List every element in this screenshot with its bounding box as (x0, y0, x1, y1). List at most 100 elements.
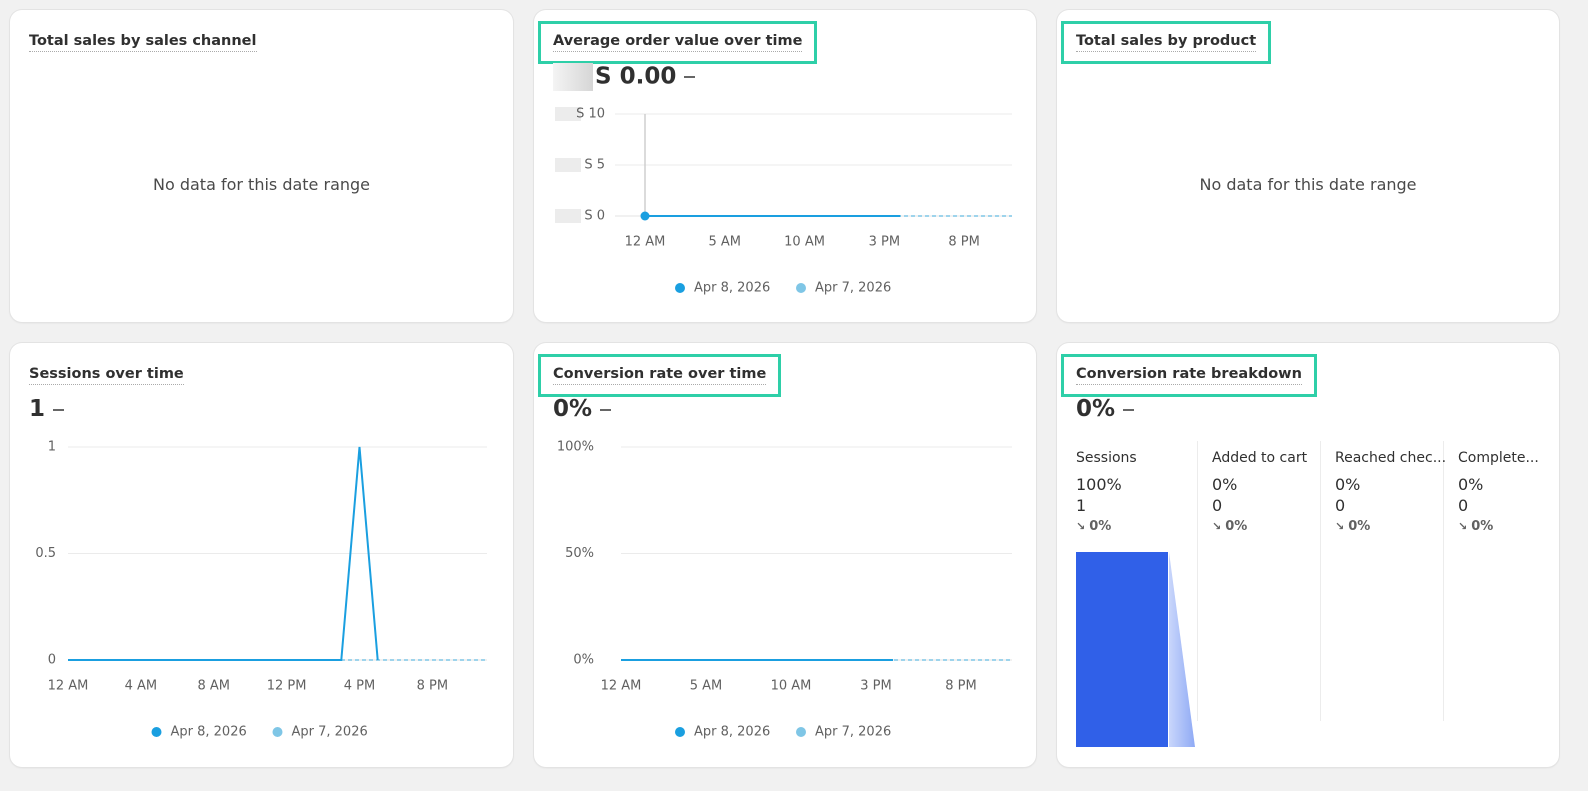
stage-percent: 100% (1076, 475, 1122, 494)
x-tick-label: 10 AM (771, 679, 812, 694)
stage-count: 0 (1458, 496, 1469, 515)
y-tick-label: 0.5 (35, 546, 56, 561)
stage-count: 0 (1212, 496, 1223, 515)
legend-dot (675, 283, 685, 293)
value-text: S 0.00 (595, 63, 677, 90)
x-tick-label: 12 AM (48, 679, 89, 694)
x-tick-label: 12 AM (625, 235, 666, 250)
funnel-connector (1169, 552, 1195, 747)
empty-message: No data for this date range (1199, 175, 1417, 194)
chart: S 0 S 5 S 10 12 AM 5 AM 10 AM 3 PM 8 PM Apr 8, 2… (555, 107, 1012, 296)
y-tick-label: 1 (48, 440, 56, 455)
card: Conversion rate over time 0% 0% 50% 100% 12 A… (534, 343, 1036, 767)
card: Sessions over time 1 0 0.5 1 12 AM 4 AM 8 AM 12 … (10, 343, 513, 767)
legend-dot (796, 727, 806, 737)
y-tick-label: 0 (48, 653, 56, 668)
blurred (553, 63, 593, 91)
chart: 0% 50% 100% 12 AM 5 AM 10 AM 3 PM 8 PM Apr 8, 20… (557, 440, 1012, 740)
line-series (68, 446, 379, 661)
headline-value: 0% (1076, 396, 1135, 422)
x-tick-label: 5 AM (709, 235, 742, 250)
y-tick-label: S 0 (584, 209, 605, 224)
legend-label: Apr 7, 2026 (815, 725, 891, 740)
dash (53, 408, 65, 411)
card: Total sales by sales channel No data for … (10, 10, 513, 322)
legend-dot (796, 283, 806, 293)
stage-change: ↘ 0% (1212, 519, 1247, 534)
y-tick-label: 50% (565, 546, 594, 561)
x-tick-label: 8 AM (197, 679, 230, 694)
stage-name: Sessions (1076, 450, 1137, 466)
legend-label: Apr 8, 2026 (171, 725, 247, 740)
x-tick-label: 8 PM (948, 235, 979, 250)
arrow: ↘ (1212, 520, 1222, 533)
card: Total sales by product No data for this d… (1057, 10, 1559, 322)
value-text: 1 (29, 396, 46, 422)
legend-dot (151, 727, 162, 737)
stage-name: Complete... (1458, 450, 1539, 466)
y-tick-label: 0% (573, 653, 594, 668)
arrow: ↘ (1458, 520, 1468, 533)
stage-count: 1 (1076, 496, 1087, 515)
x-tick-label: 4 PM (344, 679, 375, 694)
blurred (555, 209, 581, 223)
card-title: Conversion rate over time (537, 354, 782, 397)
arrow: ↘ (1335, 520, 1345, 533)
change-text: 0% (1089, 519, 1112, 534)
y-tick-label: S 5 (584, 158, 605, 173)
card-title: Total sales by product (1060, 21, 1272, 64)
separator (1197, 441, 1198, 721)
card: Conversion rate breakdown 0% Sessions 100% 1… (1057, 343, 1559, 767)
dash (1123, 408, 1135, 411)
legend-label: Apr 8, 2026 (694, 281, 770, 296)
blurred (555, 158, 581, 172)
stage-change: ↘ 0% (1458, 519, 1493, 534)
legend-label: Apr 7, 2026 (815, 281, 891, 296)
chart: 0 0.5 1 12 AM 4 AM 8 AM 12 PM 4 PM 8 PM Apr 8, 20… (35, 440, 487, 740)
card-title: Conversion rate breakdown (1061, 354, 1317, 397)
funnel (1076, 552, 1195, 747)
bar (1076, 552, 1168, 747)
change-text: 0% (1225, 519, 1248, 534)
separator (1320, 441, 1321, 721)
value-text: 0% (1076, 396, 1116, 422)
y-tick-label: S 10 (576, 107, 605, 122)
card-title: Sessions over time (29, 365, 184, 385)
stage-name: Added to cart (1212, 450, 1308, 466)
empty-message: No data for this date range (152, 175, 371, 194)
arrow: ↘ (1076, 520, 1086, 533)
x-tick-label: 3 PM (869, 235, 900, 250)
headline-value: 1 (29, 396, 65, 422)
legend-label: Apr 8, 2026 (694, 725, 770, 740)
value-text: 0% (553, 396, 593, 422)
headline-value: 0% (553, 396, 612, 422)
legend-label: Apr 7, 2026 (292, 725, 368, 740)
legend-dot (272, 727, 283, 737)
stage-percent: 0% (1335, 475, 1361, 494)
x-tick-label: 3 PM (860, 679, 891, 694)
stage-name: Reached chec... (1335, 450, 1447, 466)
x-tick-label: 12 PM (267, 679, 307, 694)
dash (684, 76, 696, 78)
card-title: Average order value over time (537, 21, 818, 64)
legend-dot (675, 727, 685, 737)
separator (1443, 441, 1444, 721)
headline-value: S 0.00 (553, 63, 696, 91)
x-tick-label: 8 PM (417, 679, 448, 694)
stage-count: 0 (1335, 496, 1346, 515)
stage-percent: 0% (1458, 475, 1484, 494)
change-text: 0% (1348, 519, 1371, 534)
x-tick-label: 4 AM (125, 679, 158, 694)
blurred (555, 107, 581, 121)
stage-change: ↘ 0% (1335, 519, 1370, 534)
stage-change: ↘ 0% (1076, 519, 1111, 534)
y-tick-label: 100% (557, 440, 594, 455)
x-tick-label: 8 PM (945, 679, 976, 694)
point (640, 211, 650, 221)
stage-percent: 0% (1212, 475, 1238, 494)
x-tick-label: 10 AM (784, 235, 825, 250)
change-text: 0% (1471, 519, 1494, 534)
